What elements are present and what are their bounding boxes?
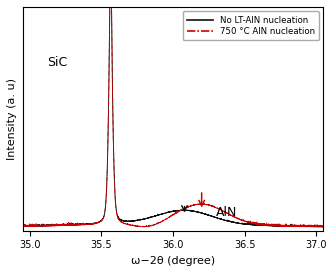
No LT-AlN nucleation [268, 224, 272, 227]
750 °C AlN nucleation [20, 224, 24, 227]
Text: AlN: AlN [216, 206, 238, 219]
No LT-AlN nucleation [320, 225, 324, 229]
Y-axis label: Intensity (a. u): Intensity (a. u) [7, 78, 17, 160]
X-axis label: ω−2θ (degree): ω−2θ (degree) [131, 256, 215, 266]
750 °C AlN nucleation [136, 224, 140, 227]
750 °C AlN nucleation [322, 224, 326, 227]
750 °C AlN nucleation [245, 220, 249, 223]
Line: 750 °C AlN nucleation: 750 °C AlN nucleation [22, 0, 324, 227]
No LT-AlN nucleation [75, 223, 79, 227]
No LT-AlN nucleation [201, 212, 205, 215]
750 °C AlN nucleation [268, 224, 272, 227]
750 °C AlN nucleation [201, 203, 205, 206]
No LT-AlN nucleation [20, 225, 24, 228]
Legend: No LT-AlN nucleation, 750 °C AlN nucleation: No LT-AlN nucleation, 750 °C AlN nucleat… [183, 11, 319, 40]
No LT-AlN nucleation [136, 219, 140, 222]
No LT-AlN nucleation [245, 222, 249, 226]
750 °C AlN nucleation [319, 225, 323, 229]
Line: No LT-AlN nucleation: No LT-AlN nucleation [22, 0, 324, 227]
No LT-AlN nucleation [322, 225, 326, 228]
Text: SiC: SiC [47, 56, 67, 69]
750 °C AlN nucleation [216, 207, 220, 210]
750 °C AlN nucleation [75, 223, 79, 227]
No LT-AlN nucleation [216, 217, 220, 220]
